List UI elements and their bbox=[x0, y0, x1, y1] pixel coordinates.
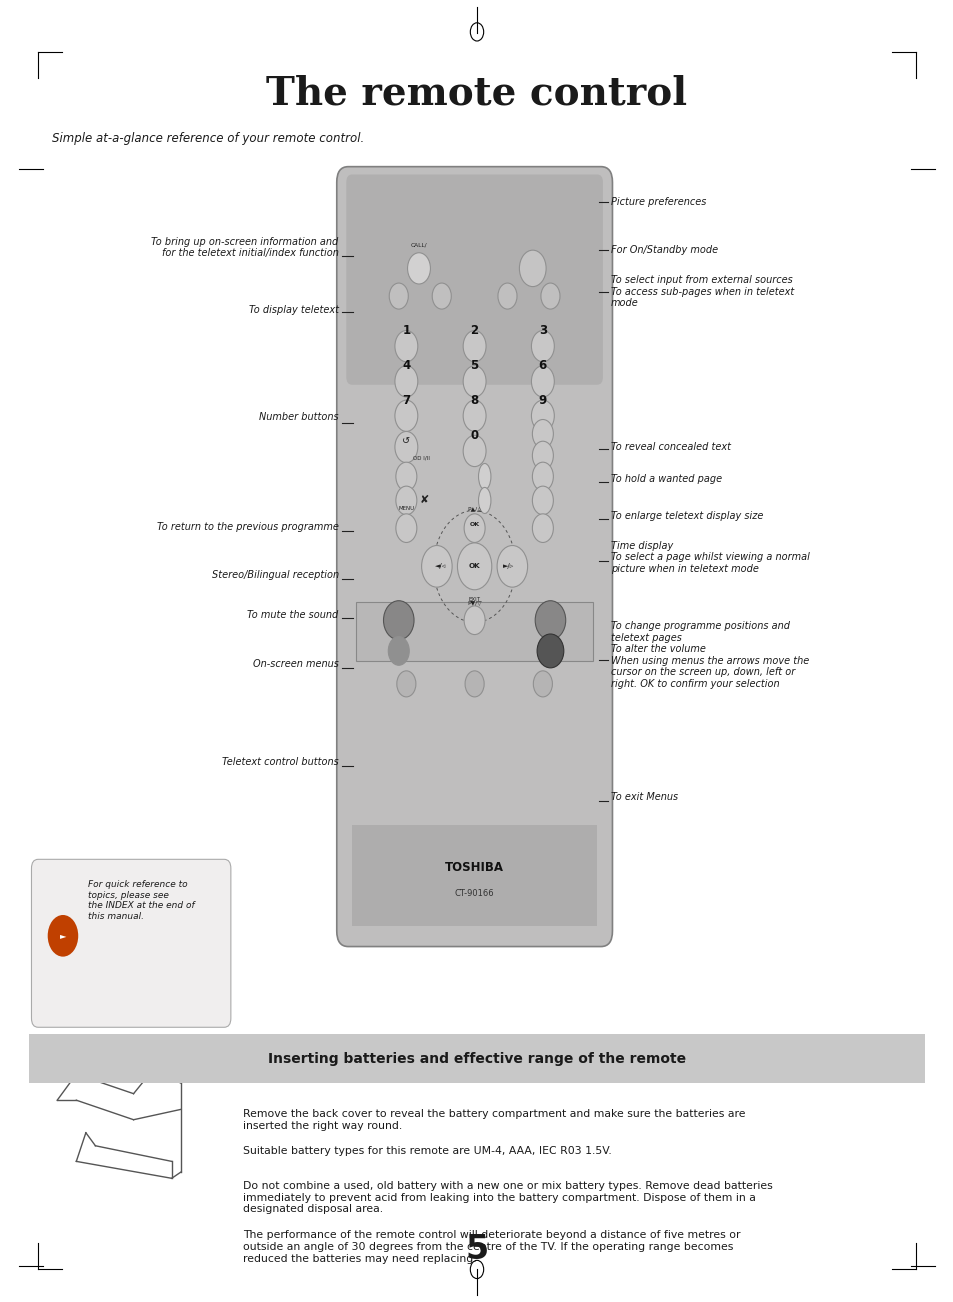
Circle shape bbox=[532, 462, 553, 491]
Text: To reveal concealed text: To reveal concealed text bbox=[610, 441, 730, 452]
Text: ►: ► bbox=[60, 931, 66, 940]
Text: Picture preferences: Picture preferences bbox=[610, 197, 705, 207]
Text: Stereo/Bilingual reception: Stereo/Bilingual reception bbox=[212, 570, 338, 581]
Circle shape bbox=[395, 462, 416, 491]
Circle shape bbox=[395, 400, 417, 431]
Text: To hold a wanted page: To hold a wanted page bbox=[610, 474, 720, 484]
Circle shape bbox=[532, 514, 553, 543]
Bar bbox=[29, 1034, 924, 1083]
Ellipse shape bbox=[535, 600, 565, 639]
Circle shape bbox=[407, 253, 430, 284]
Circle shape bbox=[396, 671, 416, 697]
Circle shape bbox=[389, 283, 408, 309]
Text: Time display
To select a page whilst viewing a normal
picture when in teletext m: Time display To select a page whilst vie… bbox=[610, 540, 808, 574]
Text: To enlarge teletext display size: To enlarge teletext display size bbox=[610, 510, 762, 521]
Circle shape bbox=[462, 331, 485, 362]
Circle shape bbox=[532, 419, 553, 448]
Circle shape bbox=[463, 514, 484, 543]
Text: CT-90166: CT-90166 bbox=[455, 889, 494, 898]
Circle shape bbox=[432, 283, 451, 309]
Circle shape bbox=[395, 331, 417, 362]
Text: OD I/II: OD I/II bbox=[413, 456, 430, 461]
Text: ↺: ↺ bbox=[402, 436, 410, 445]
Circle shape bbox=[48, 915, 78, 957]
Text: Inserting batteries and effective range of the remote: Inserting batteries and effective range … bbox=[268, 1052, 685, 1065]
Text: TOSHIBA: TOSHIBA bbox=[445, 861, 503, 874]
Text: 6: 6 bbox=[538, 359, 546, 372]
Text: P▲/△: P▲/△ bbox=[467, 506, 481, 512]
Circle shape bbox=[395, 514, 416, 543]
Circle shape bbox=[531, 400, 554, 431]
Text: EXIT: EXIT bbox=[468, 598, 480, 602]
Text: Number buttons: Number buttons bbox=[259, 411, 338, 422]
Circle shape bbox=[540, 283, 559, 309]
Text: Suitable battery types for this remote are UM-4, AAA, IEC R03 1.5V.: Suitable battery types for this remote a… bbox=[243, 1146, 612, 1156]
Text: 3: 3 bbox=[538, 324, 546, 337]
Circle shape bbox=[532, 486, 553, 514]
Text: ◄/◃: ◄/◃ bbox=[435, 564, 446, 569]
Circle shape bbox=[518, 250, 545, 286]
Text: Simple at-a-glance reference of your remote control.: Simple at-a-glance reference of your rem… bbox=[52, 132, 364, 145]
Text: Do not combine a used, old battery with a new one or mix battery types. Remove d: Do not combine a used, old battery with … bbox=[243, 1181, 772, 1213]
Text: 4: 4 bbox=[402, 359, 410, 372]
Circle shape bbox=[532, 441, 553, 470]
Text: To select input from external sources
To access sub-pages when in teletext
mode: To select input from external sources To… bbox=[610, 275, 793, 309]
Text: 1: 1 bbox=[402, 324, 410, 337]
Text: To bring up on-screen information and
for the teletext initial/index function: To bring up on-screen information and fo… bbox=[152, 237, 338, 258]
Text: ►/▹: ►/▹ bbox=[502, 564, 514, 569]
Text: To return to the previous programme: To return to the previous programme bbox=[156, 522, 338, 533]
Text: 5: 5 bbox=[465, 1233, 488, 1267]
Text: 7: 7 bbox=[402, 393, 410, 406]
FancyBboxPatch shape bbox=[336, 167, 612, 947]
Circle shape bbox=[497, 283, 517, 309]
Text: To display teletext: To display teletext bbox=[249, 305, 338, 315]
Circle shape bbox=[421, 546, 452, 587]
Circle shape bbox=[462, 400, 485, 431]
Circle shape bbox=[497, 546, 527, 587]
Circle shape bbox=[395, 486, 416, 514]
Text: Remove the back cover to reveal the battery compartment and make sure the batter: Remove the back cover to reveal the batt… bbox=[243, 1109, 745, 1131]
Text: To exit Menus: To exit Menus bbox=[610, 792, 677, 802]
Text: For quick reference to
topics, please see
the INDEX at the end of
this manual.: For quick reference to topics, please se… bbox=[88, 880, 194, 921]
Ellipse shape bbox=[478, 487, 491, 513]
Text: 8: 8 bbox=[470, 393, 478, 406]
Circle shape bbox=[533, 671, 552, 697]
Text: For On/Standby mode: For On/Standby mode bbox=[610, 245, 717, 255]
Circle shape bbox=[457, 543, 492, 590]
Circle shape bbox=[462, 366, 485, 397]
Text: Teletext control buttons: Teletext control buttons bbox=[222, 756, 338, 767]
Text: The remote control: The remote control bbox=[266, 74, 687, 113]
Text: To mute the sound: To mute the sound bbox=[247, 609, 338, 620]
Text: The performance of the remote control will deteriorate beyond a distance of five: The performance of the remote control wi… bbox=[243, 1230, 740, 1263]
Ellipse shape bbox=[537, 634, 563, 668]
Ellipse shape bbox=[383, 600, 414, 639]
Text: OK: OK bbox=[469, 522, 479, 527]
Circle shape bbox=[464, 671, 483, 697]
FancyBboxPatch shape bbox=[346, 174, 602, 385]
Bar bbox=[352, 824, 597, 926]
Text: 2: 2 bbox=[470, 324, 478, 337]
Circle shape bbox=[531, 331, 554, 362]
FancyBboxPatch shape bbox=[31, 859, 231, 1027]
Circle shape bbox=[395, 366, 417, 397]
Text: To change programme positions and
teletext pages
To alter the volume
When using : To change programme positions and telete… bbox=[610, 621, 808, 689]
Text: CALL/: CALL/ bbox=[410, 242, 427, 247]
Circle shape bbox=[388, 637, 409, 665]
Text: P▼/▽: P▼/▽ bbox=[467, 600, 481, 605]
Text: 0: 0 bbox=[470, 428, 478, 441]
Text: MENU: MENU bbox=[397, 506, 414, 512]
Circle shape bbox=[395, 431, 417, 462]
Text: ✘: ✘ bbox=[419, 496, 428, 505]
Circle shape bbox=[531, 366, 554, 397]
Circle shape bbox=[463, 605, 484, 634]
Bar bbox=[355, 602, 593, 661]
Circle shape bbox=[462, 435, 485, 466]
Text: OK: OK bbox=[468, 564, 480, 569]
Text: 5: 5 bbox=[470, 359, 478, 372]
Text: On-screen menus: On-screen menus bbox=[253, 659, 338, 669]
Text: 9: 9 bbox=[538, 393, 546, 406]
Ellipse shape bbox=[478, 464, 491, 490]
